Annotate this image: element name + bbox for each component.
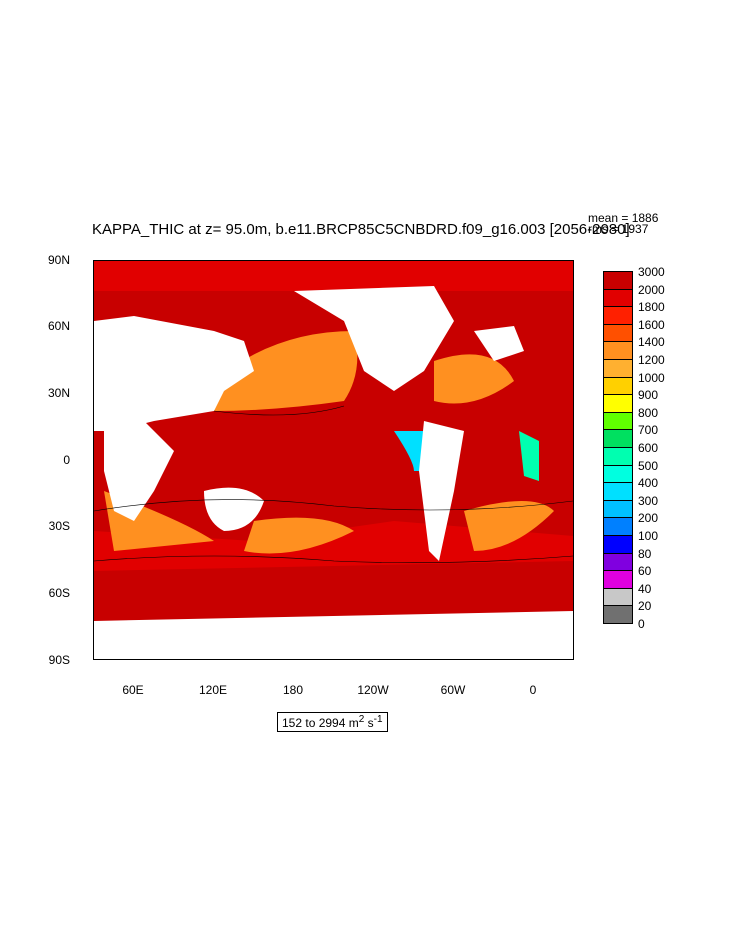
- y-tick-label: 60S: [48, 586, 70, 600]
- range-mid: s: [364, 716, 374, 730]
- colorbar-level-label: 600: [638, 441, 659, 455]
- range-sup-2: -1: [373, 714, 383, 725]
- colorbar-swatch: [603, 464, 633, 484]
- y-tick-label: 30N: [47, 386, 70, 400]
- north-atlantic-orange: [434, 354, 514, 404]
- colorbar-swatch: [603, 411, 633, 431]
- colorbar-swatch: [603, 446, 633, 466]
- south-pacific-orange: [244, 517, 354, 554]
- colorbar-level-label: 1600: [638, 317, 665, 332]
- antarctica-land: [94, 611, 573, 659]
- colorbar-swatch: [603, 358, 633, 378]
- contour-line: [213, 405, 345, 416]
- north-america-land: [294, 286, 454, 391]
- range-label: 152 to 2994 m2 s-1: [277, 712, 388, 732]
- colorbar-swatch: [603, 394, 633, 413]
- x-tick-label: 120E: [198, 683, 228, 697]
- y-tick-label: 0: [63, 453, 70, 467]
- africa-land: [104, 421, 174, 521]
- colorbar-swatch: [603, 271, 633, 290]
- y-tick-label: 90N: [47, 253, 70, 267]
- x-tick-label: 180: [282, 683, 304, 697]
- colorbar-level-label: 200: [638, 511, 659, 526]
- mean-stat: mean = 1886: [588, 211, 659, 225]
- colorbar-swatch: [603, 534, 633, 554]
- colorbar-level-label: 0: [638, 617, 645, 631]
- colorbar-level-label: 500: [638, 458, 659, 473]
- colorbar-swatch: [603, 341, 633, 360]
- colorbar-level-label: 80: [638, 546, 652, 561]
- colorbar-swatch: [603, 376, 633, 396]
- map-panel: [93, 260, 574, 660]
- colorbar: [603, 271, 633, 624]
- x-tick-label: 60W: [440, 683, 466, 697]
- y-tick-label: 60N: [47, 319, 70, 333]
- colorbar-level-label: 40: [638, 581, 652, 596]
- colorbar-level-label: 20: [638, 599, 652, 614]
- colorbar-level-label: 100: [638, 529, 659, 543]
- colorbar-swatch: [603, 552, 633, 572]
- y-tick-label: 30S: [48, 519, 70, 533]
- colorbar-level-label: 900: [638, 388, 659, 403]
- colorbar-swatch: [603, 323, 633, 343]
- map-svg: [94, 261, 573, 659]
- colorbar-swatch: [603, 605, 633, 624]
- x-tick-label: 60E: [122, 683, 144, 697]
- south-atlantic-orange: [464, 501, 554, 551]
- colorbar-level-label: 800: [638, 405, 659, 420]
- colorbar-level-label: 400: [638, 476, 659, 491]
- contour-line: [94, 499, 573, 512]
- colorbar-level-label: 2000: [638, 282, 665, 297]
- colorbar-level-label: 1800: [638, 300, 665, 315]
- colorbar-swatch: [603, 499, 633, 519]
- colorbar-swatch: [603, 517, 633, 536]
- colorbar-level-label: 60: [638, 564, 652, 579]
- rms-stat: rms = 1937: [588, 222, 649, 236]
- colorbar-swatch: [603, 306, 633, 325]
- greenland-land: [474, 326, 524, 361]
- colorbar-level-label: 1000: [638, 370, 665, 385]
- eurasia-land: [94, 316, 254, 431]
- arctic-ocean: [94, 261, 573, 291]
- colorbar-level-label: 300: [638, 493, 659, 508]
- x-tick-label: 120W: [357, 683, 389, 697]
- colorbar-swatch: [603, 288, 633, 308]
- colorbar-level-label: 1200: [638, 353, 665, 367]
- north-pacific-orange: [214, 331, 358, 411]
- colorbar-level-label: 700: [638, 423, 659, 438]
- colorbar-swatch: [603, 429, 633, 448]
- australia-land: [204, 487, 264, 531]
- range-sup-1: 2: [358, 714, 365, 725]
- south-america-land: [419, 421, 464, 561]
- sub-antarctic-band: [94, 521, 573, 571]
- contour-line: [94, 555, 573, 563]
- colorbar-swatch: [603, 587, 633, 607]
- y-tick-label: 90S: [48, 653, 70, 667]
- x-tick-label: 0: [529, 683, 537, 697]
- southern-ocean: [94, 561, 573, 621]
- colorbar-swatch: [603, 482, 633, 501]
- range-text: 152 to 2994 m: [282, 716, 359, 730]
- stats-block: mean = 1886 rms = 1937: [588, 211, 659, 236]
- chart-title: KAPPA_THIC at z= 95.0m, b.e11.BRCP85C5CN…: [92, 221, 630, 238]
- east-atlantic-low: [519, 431, 539, 481]
- colorbar-swatch: [603, 570, 633, 589]
- colorbar-level-label: 1400: [638, 335, 665, 350]
- colorbar-level-label: 3000: [638, 265, 665, 279]
